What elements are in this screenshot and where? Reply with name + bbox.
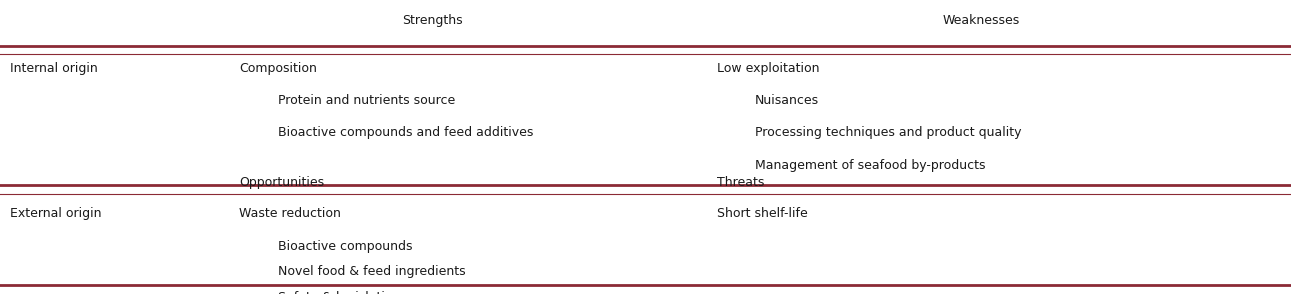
Text: Bioactive compounds: Bioactive compounds xyxy=(278,240,412,253)
Text: Low exploitation: Low exploitation xyxy=(717,62,818,75)
Text: Composition: Composition xyxy=(239,62,316,75)
Text: Nuisances: Nuisances xyxy=(755,94,820,107)
Text: Strengths: Strengths xyxy=(403,14,462,27)
Text: Bioactive compounds and feed additives: Bioactive compounds and feed additives xyxy=(278,126,533,139)
Text: Safety & legislation: Safety & legislation xyxy=(278,291,400,294)
Text: Protein and nutrients source: Protein and nutrients source xyxy=(278,94,454,107)
Text: Management of seafood by-products: Management of seafood by-products xyxy=(755,159,986,172)
Text: Processing techniques and product quality: Processing techniques and product qualit… xyxy=(755,126,1021,139)
Text: Opportunities: Opportunities xyxy=(239,176,324,189)
Text: Novel food & feed ingredients: Novel food & feed ingredients xyxy=(278,265,465,278)
Text: Short shelf-life: Short shelf-life xyxy=(717,207,807,220)
Text: External origin: External origin xyxy=(10,207,102,220)
Text: Waste reduction: Waste reduction xyxy=(239,207,341,220)
Text: Weaknesses: Weaknesses xyxy=(942,14,1020,27)
Text: Internal origin: Internal origin xyxy=(10,62,98,75)
Text: Threats: Threats xyxy=(717,176,764,189)
